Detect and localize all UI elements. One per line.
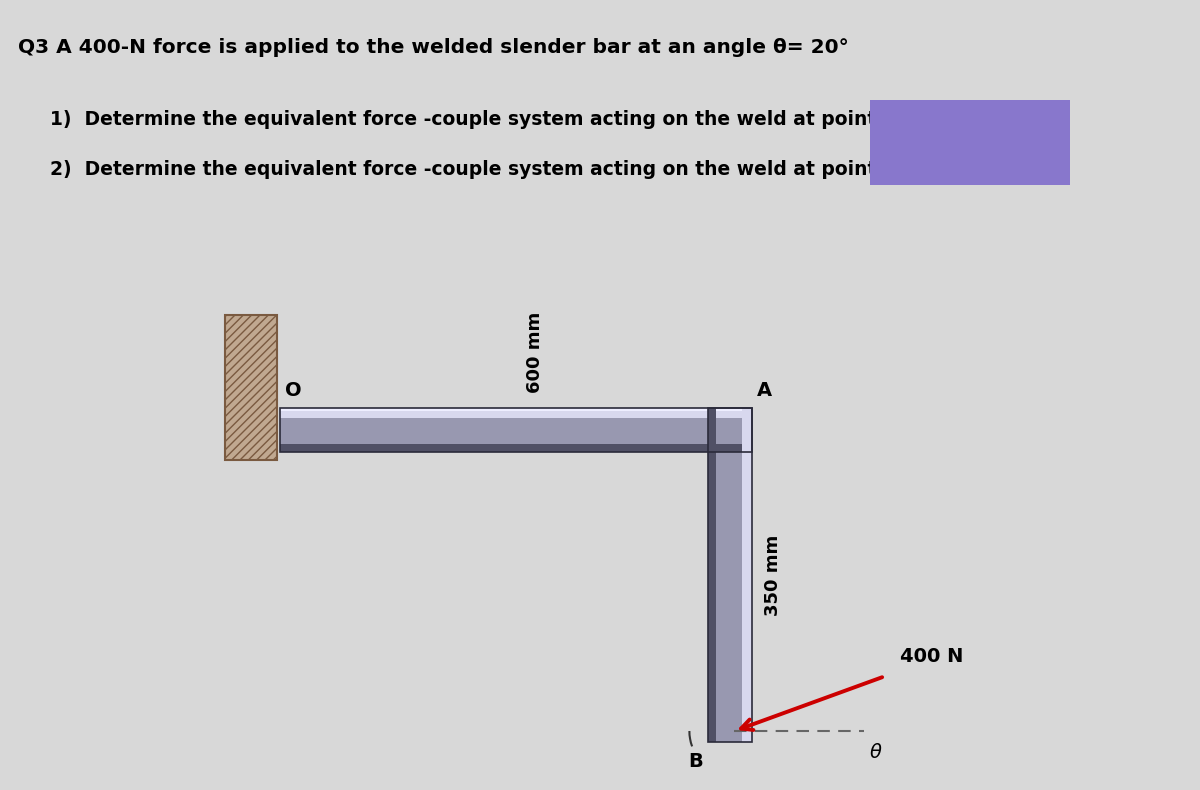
Text: 350 mm: 350 mm xyxy=(764,534,782,615)
Text: 600 mm: 600 mm xyxy=(526,312,544,393)
Text: 400 N: 400 N xyxy=(900,647,964,666)
Bar xyxy=(708,408,752,742)
Bar xyxy=(280,408,752,411)
Bar xyxy=(708,408,715,742)
Bar xyxy=(280,408,752,418)
Bar xyxy=(870,100,1070,142)
Bar xyxy=(742,408,752,742)
Text: B: B xyxy=(689,752,703,771)
Bar xyxy=(226,315,277,460)
Text: 2)  Determine the equivalent force -couple system acting on the weld at point O : 2) Determine the equivalent force -coupl… xyxy=(50,160,914,179)
Text: Q3 A 400-N force is applied to the welded slender bar at an angle θ= 20°: Q3 A 400-N force is applied to the welde… xyxy=(18,38,848,57)
Bar xyxy=(226,315,277,460)
Bar xyxy=(280,444,752,452)
Bar xyxy=(280,408,752,452)
Text: θ: θ xyxy=(869,743,881,762)
Text: 1)  Determine the equivalent force -couple system acting on the weld at point A : 1) Determine the equivalent force -coupl… xyxy=(50,110,912,129)
Bar xyxy=(708,408,752,742)
Bar xyxy=(870,100,1070,185)
Text: A: A xyxy=(757,381,772,400)
Bar xyxy=(280,408,752,452)
Text: O: O xyxy=(286,381,301,400)
